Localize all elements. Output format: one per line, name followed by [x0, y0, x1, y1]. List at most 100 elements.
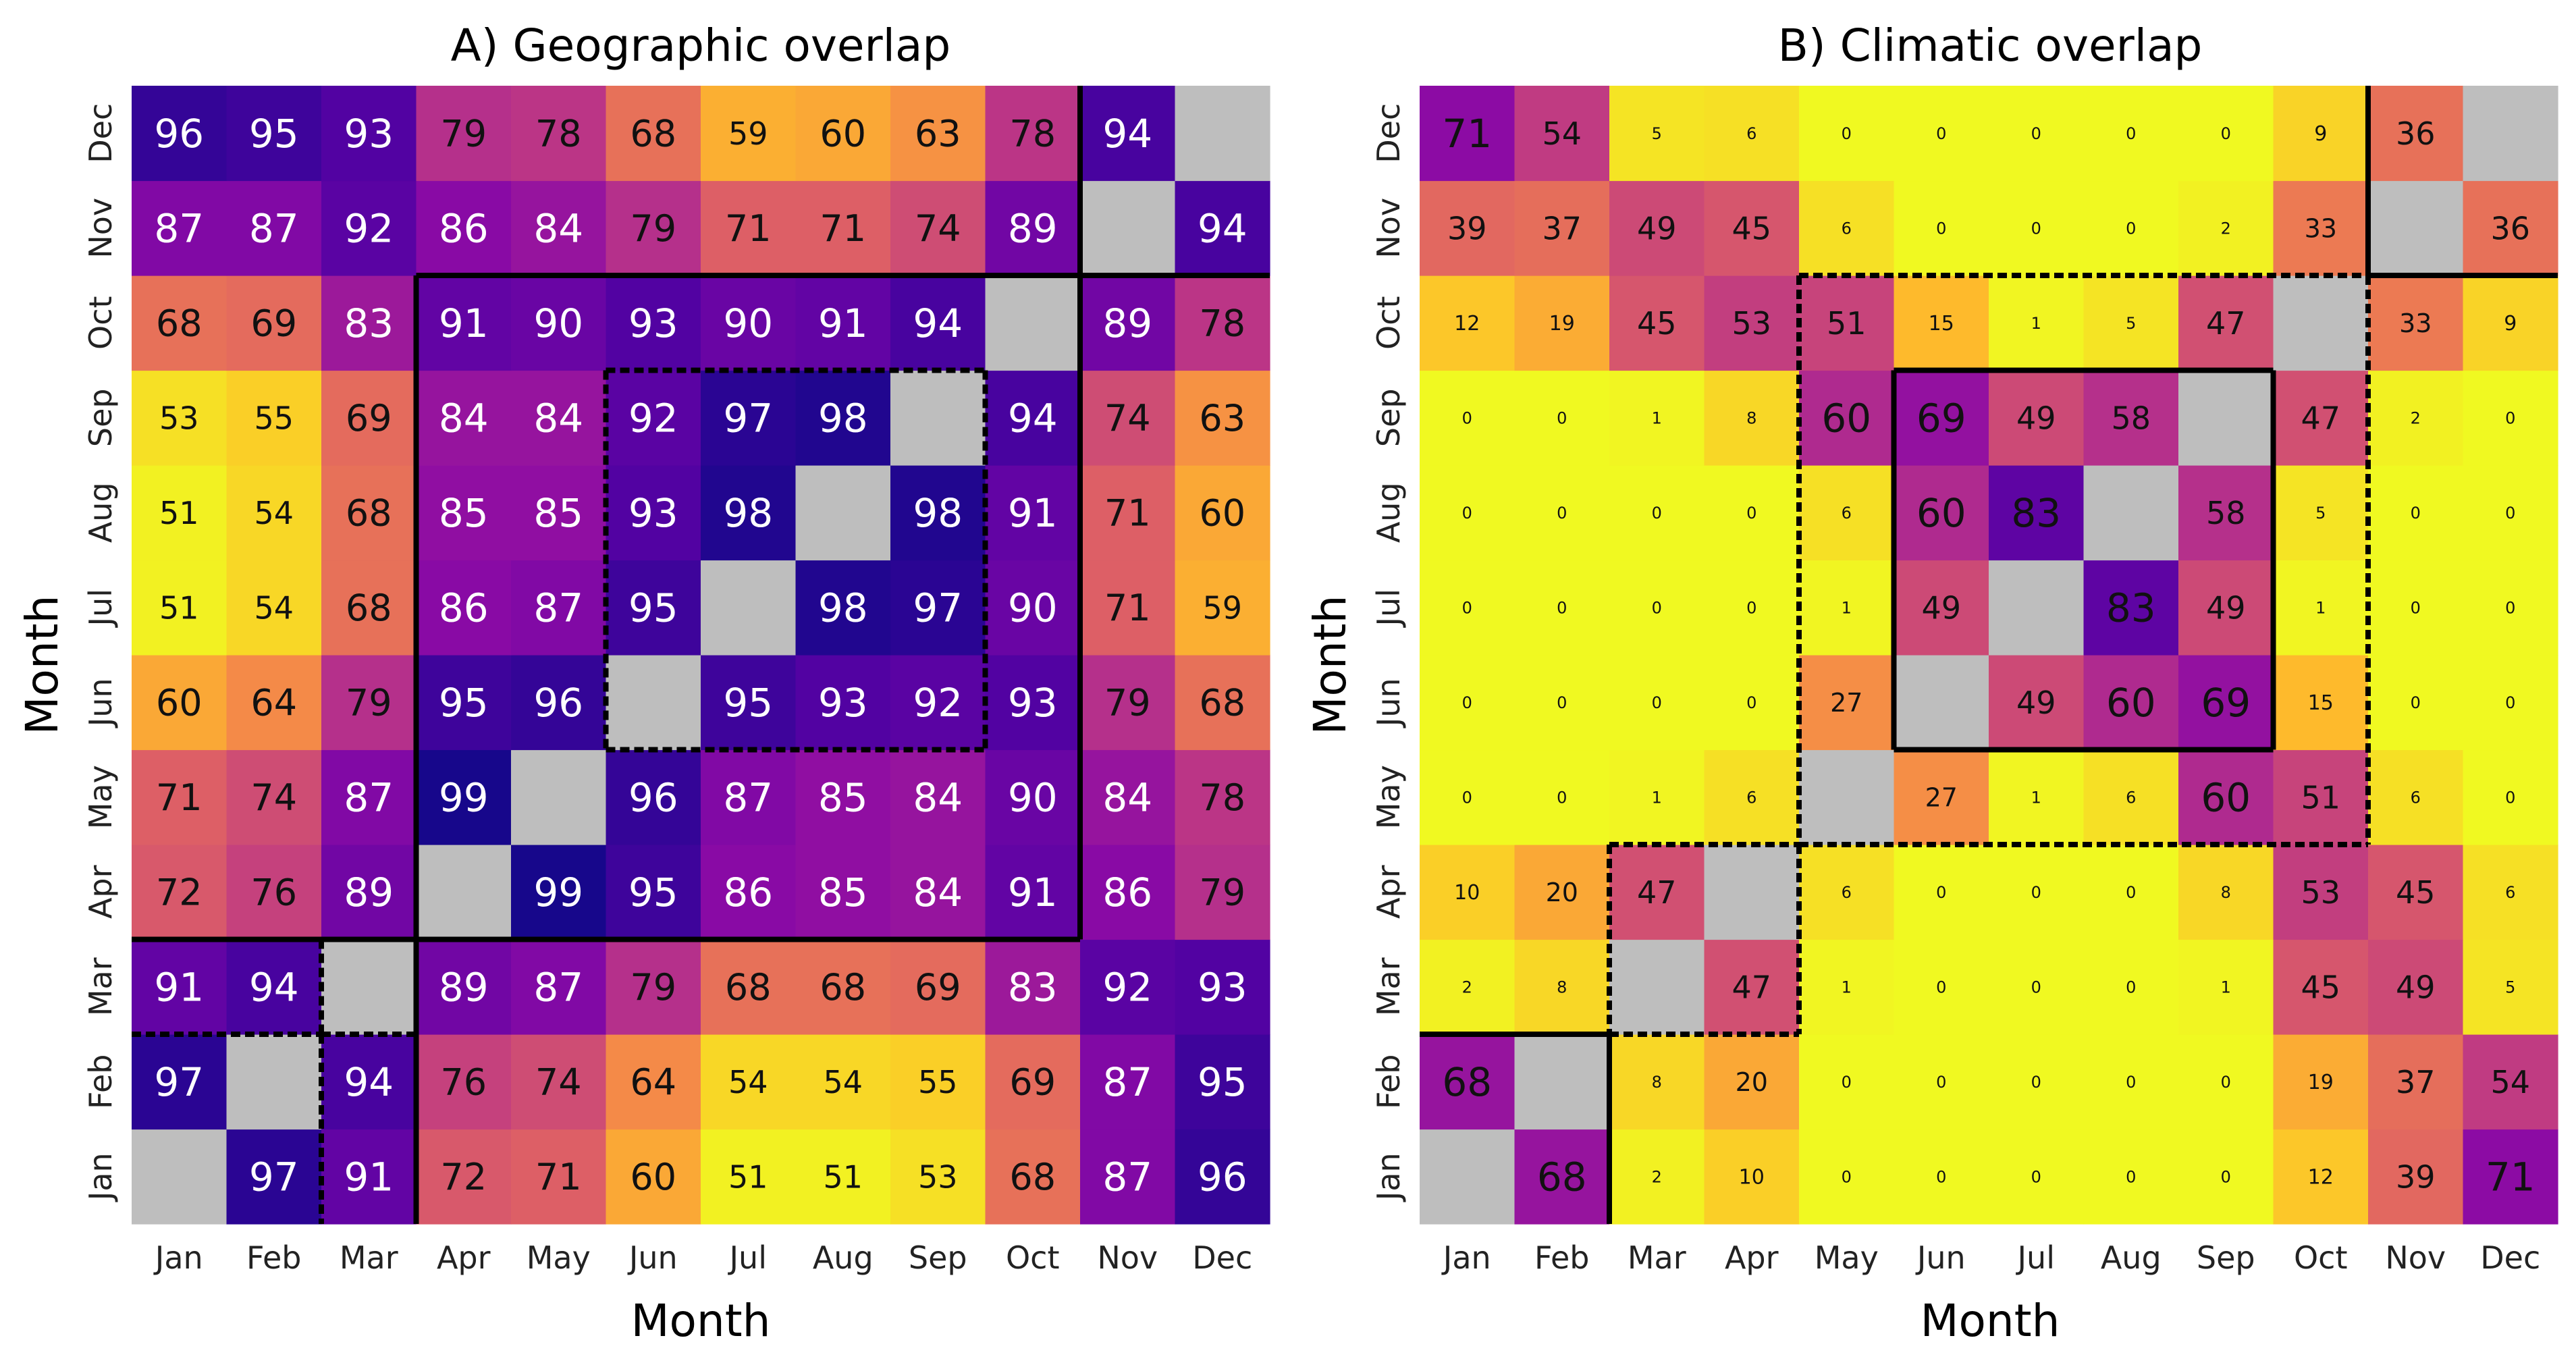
- cell-value-label: 54: [1542, 115, 1582, 152]
- heatmap-cell: [701, 86, 797, 182]
- cell-value-label: 47: [1732, 969, 1771, 1005]
- cell-value-label: 74: [250, 776, 297, 819]
- heatmap-cell: [1989, 1129, 2085, 1225]
- heatmap-cell: [890, 655, 986, 751]
- cell-value-label: 49: [2016, 400, 2056, 436]
- heatmap-cell: [1514, 939, 1610, 1035]
- cell-value-label: 86: [723, 870, 773, 915]
- heatmap-cell: [226, 1129, 322, 1225]
- heatmap-cell: [1514, 560, 1610, 656]
- cell-value-label: 78: [1199, 302, 1245, 345]
- cell-value-label: 0: [2126, 124, 2136, 143]
- panel-b-y-axis-label: Month: [1304, 595, 1356, 735]
- heatmap-cell: [1894, 465, 1989, 561]
- heatmap-cell: [132, 86, 227, 182]
- cell-value-label: 93: [628, 490, 678, 536]
- heatmap-cell: [321, 180, 417, 276]
- heatmap-cell: [701, 465, 797, 561]
- heatmap-cell: [985, 560, 1081, 656]
- heatmap-cell: [511, 749, 607, 845]
- cell-value-label: 51: [728, 1158, 768, 1195]
- heatmap-cell: [701, 939, 797, 1035]
- cell-value-label: 79: [630, 966, 676, 1009]
- heatmap-cell: [890, 1034, 986, 1130]
- cell-value-label: 0: [1557, 693, 1567, 712]
- cell-value-label: 0: [2126, 883, 2136, 902]
- heatmap-cell: [1420, 749, 1515, 845]
- cell-value-label: 95: [249, 111, 299, 157]
- y-tick-label: Jul: [82, 589, 119, 629]
- y-tick-label: Mar: [1370, 957, 1407, 1016]
- heatmap-cell: [1080, 939, 1176, 1035]
- heatmap-cell: [416, 939, 512, 1035]
- heatmap-cell: [1080, 465, 1176, 561]
- heatmap-cell: [511, 1034, 607, 1130]
- heatmap-cell: [795, 1034, 891, 1130]
- heatmap-cell: [2273, 1129, 2369, 1225]
- heatmap-cell: [985, 465, 1081, 561]
- heatmap-cell: [1799, 560, 1895, 656]
- heatmap-cell: [132, 1129, 227, 1225]
- heatmap-cell: [1514, 465, 1610, 561]
- heatmap-cell: [701, 180, 797, 276]
- cell-value-label: 93: [344, 111, 394, 157]
- heatmap-cell: [1175, 180, 1270, 276]
- heatmap-cell: [795, 560, 891, 656]
- cell-value-label: 78: [1199, 776, 1245, 819]
- cell-value-label: 0: [1936, 1073, 1946, 1092]
- cell-value-label: 5: [1652, 124, 1662, 143]
- heatmap-cell: [2083, 1129, 2179, 1225]
- heatmap-cell: [2178, 465, 2274, 561]
- heatmap-cell: [1514, 845, 1610, 940]
- cell-value-label: 8: [1557, 978, 1567, 996]
- cell-value-label: 0: [2126, 1073, 2136, 1092]
- cell-value-label: 0: [2126, 219, 2136, 238]
- cell-value-label: 51: [159, 495, 199, 531]
- cell-value-label: 53: [918, 1158, 958, 1195]
- cell-value-label: 60: [156, 682, 203, 724]
- heatmap-cell: [2368, 749, 2464, 845]
- cell-value-label: 69: [1916, 396, 1966, 442]
- cell-value-label: 74: [1104, 397, 1151, 439]
- heatmap-cell: [226, 845, 322, 940]
- heatmap-cell: [701, 560, 797, 656]
- cell-value-label: 55: [254, 400, 294, 436]
- cell-value-label: 37: [1542, 210, 1582, 246]
- heatmap-cell: [2178, 749, 2274, 845]
- cell-value-label: 1: [2221, 978, 2231, 996]
- cell-value-label: 6: [2411, 788, 2421, 807]
- heatmap-cell: [1894, 939, 1989, 1035]
- cell-value-label: 68: [725, 966, 772, 1009]
- heatmap-cell: [416, 1129, 512, 1225]
- heatmap-cell: [416, 655, 512, 751]
- panel-a-x-axis-label: Month: [631, 1295, 771, 1347]
- heatmap-cell: [321, 939, 417, 1035]
- heatmap-cell: [1175, 1034, 1270, 1130]
- heatmap-cell: [132, 370, 227, 466]
- y-tick-label: May: [1370, 765, 1407, 829]
- cell-value-label: 60: [1916, 490, 1966, 536]
- y-tick-label: Feb: [1370, 1055, 1407, 1109]
- heatmap-cell: [2178, 180, 2274, 276]
- heatmap-cell: [606, 749, 701, 845]
- heatmap-cell: [1609, 180, 1705, 276]
- y-tick-label: Apr: [1370, 865, 1407, 919]
- x-tick-label: Sep: [909, 1239, 967, 1276]
- heatmap-cell: [2463, 845, 2558, 940]
- cell-value-label: 0: [2031, 883, 2041, 902]
- cell-value-label: 64: [250, 682, 297, 724]
- heatmap-cell: [132, 1034, 227, 1130]
- heatmap-cell: [1514, 655, 1610, 751]
- heatmap-cell: [321, 370, 417, 466]
- cell-value-label: 49: [1921, 589, 1961, 626]
- heatmap-cell: [2368, 370, 2464, 466]
- heatmap-cell: [321, 1034, 417, 1130]
- y-tick-label: Apr: [82, 865, 119, 919]
- cell-value-label: 0: [1462, 693, 1472, 712]
- heatmap-cell: [416, 749, 512, 845]
- heatmap-cell: [606, 655, 701, 751]
- heatmap-cell: [1420, 86, 1515, 182]
- cell-value-label: 49: [2016, 685, 2056, 721]
- cell-value-label: 5: [2126, 314, 2136, 333]
